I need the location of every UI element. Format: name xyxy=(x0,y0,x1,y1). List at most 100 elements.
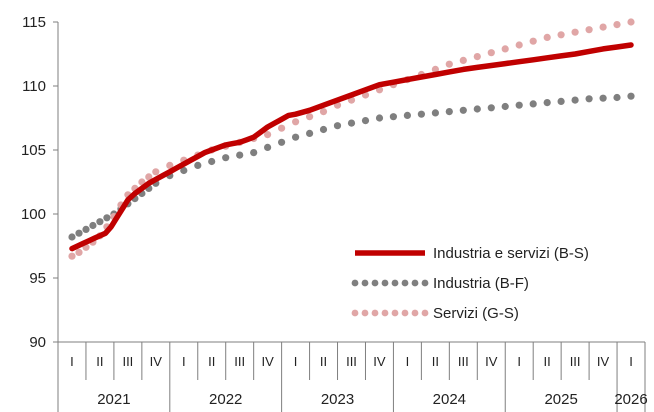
series-point xyxy=(473,105,481,113)
series-point xyxy=(361,117,370,125)
y-tick-label: 100 xyxy=(21,206,46,223)
x-quarter-label: IV xyxy=(261,354,274,369)
series-point xyxy=(431,65,439,73)
series-point xyxy=(515,101,523,109)
legend-swatch-dot xyxy=(401,309,409,317)
x-axis: I II III IV I II III IV I II III IV I II III IV I II III IV… xyxy=(57,341,648,412)
x-quarter-label: I xyxy=(70,354,74,369)
y-tick-label: 90 xyxy=(29,334,46,351)
legend-swatch-dot xyxy=(351,309,359,317)
y-tick-label: 105 xyxy=(21,142,46,159)
x-quarter-label: IV xyxy=(373,354,386,369)
series-point xyxy=(403,111,411,119)
series-point xyxy=(417,110,425,118)
series-point xyxy=(306,113,314,121)
series-point xyxy=(543,33,551,42)
legend-swatch-dot xyxy=(381,279,389,287)
series-point xyxy=(145,173,153,181)
x-quarter-label: II xyxy=(208,354,215,369)
x-quarter-label: III xyxy=(458,354,469,369)
series-point xyxy=(529,37,537,45)
legend-swatch-dot xyxy=(401,279,409,287)
series-point xyxy=(152,168,160,176)
series-point xyxy=(89,221,97,230)
x-year-label: 2026 xyxy=(614,391,647,408)
series-0 xyxy=(69,42,634,252)
series-point xyxy=(585,95,593,103)
series-point xyxy=(557,97,565,105)
y-axis: 90 95 100 105 110 115 xyxy=(21,14,59,351)
legend-swatch-dot xyxy=(411,279,419,287)
series-point xyxy=(487,49,495,57)
x-quarter-label: III xyxy=(122,354,133,369)
series-point xyxy=(264,143,272,151)
series-point xyxy=(68,233,76,241)
series-point xyxy=(292,133,300,141)
x-quarter-label: IV xyxy=(485,354,498,369)
series-point xyxy=(278,138,286,146)
series-point xyxy=(347,119,356,127)
legend-swatch-dot xyxy=(361,279,369,287)
series-point xyxy=(166,161,174,169)
x-year-label: 2024 xyxy=(433,391,466,408)
series-1 xyxy=(68,92,635,241)
x-quarter-label: I xyxy=(406,354,410,369)
series-point xyxy=(627,92,635,100)
series-point xyxy=(222,154,230,162)
legend-swatch-dot xyxy=(361,309,369,317)
x-quarter-label: III xyxy=(346,354,357,369)
series-point xyxy=(431,109,439,117)
legend-swatch-dot xyxy=(351,279,359,287)
legend-swatch-dot xyxy=(411,309,419,317)
series-point xyxy=(306,129,314,137)
x-year-label: 2023 xyxy=(321,391,354,408)
series-point xyxy=(627,18,635,26)
series-point xyxy=(278,124,286,132)
series-point xyxy=(180,166,188,175)
series-point xyxy=(319,108,328,116)
legend-swatch-dot xyxy=(391,279,399,287)
series-point xyxy=(515,41,523,49)
x-quarter-label: I xyxy=(629,354,633,369)
series-point xyxy=(82,225,90,233)
y-tick-label: 115 xyxy=(22,14,46,31)
plot-series xyxy=(68,18,635,260)
series-point xyxy=(529,100,537,108)
series-point xyxy=(264,131,272,139)
x-year-label: 2025 xyxy=(544,391,577,408)
legend: Industria e servizi (B-S) Industria (B-F)… xyxy=(351,245,589,322)
series-point xyxy=(389,113,397,121)
x-quarter-label: IV xyxy=(597,354,610,369)
series-point xyxy=(75,248,83,256)
legend-swatch-dot xyxy=(391,309,399,317)
legend-label: Industria e servizi (B-S) xyxy=(433,245,589,262)
x-quarter-label: I xyxy=(182,354,186,369)
x-quarter-label: I xyxy=(517,354,521,369)
series-point xyxy=(103,214,111,222)
series-point xyxy=(250,149,258,157)
x-year-label: 2021 xyxy=(97,391,130,408)
series-point xyxy=(236,151,244,159)
series-point xyxy=(375,114,384,122)
series-point xyxy=(557,31,565,39)
series-line xyxy=(69,42,634,252)
series-point xyxy=(194,161,202,169)
legend-label: Industria (B-F) xyxy=(433,275,529,292)
x-quarter-label: II xyxy=(96,354,103,369)
series-point xyxy=(333,122,342,130)
series-point xyxy=(292,118,300,126)
series-point xyxy=(599,94,607,102)
x-quarter-label: II xyxy=(544,354,551,369)
y-tick-label: 110 xyxy=(22,78,46,95)
legend-swatch-dot xyxy=(371,279,379,287)
series-point xyxy=(459,106,467,114)
series-point xyxy=(543,99,551,107)
x-quarter-label: III xyxy=(234,354,245,369)
series-point xyxy=(319,125,328,134)
series-point xyxy=(585,26,593,34)
series-point xyxy=(445,108,453,116)
legend-swatch-dot xyxy=(421,309,429,317)
x-quarter-label: II xyxy=(320,354,327,369)
x-quarter-label: IV xyxy=(150,354,163,369)
